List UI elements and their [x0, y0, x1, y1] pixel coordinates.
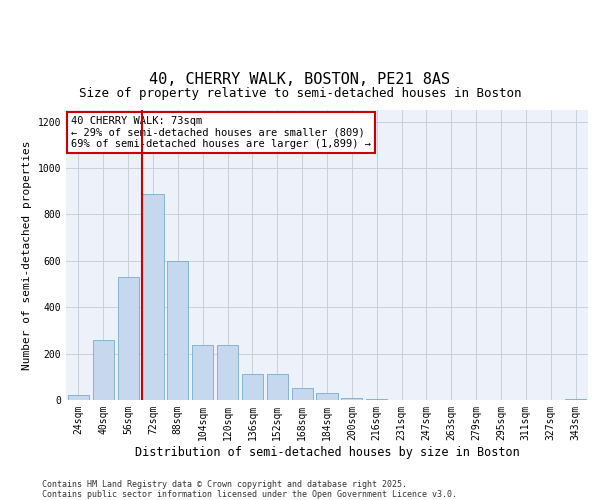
Bar [142, 194, 164, 400]
Y-axis label: Number of semi-detached properties: Number of semi-detached properties [22, 140, 32, 370]
Bar [366, 399, 387, 400]
Bar [167, 261, 188, 400]
Bar [68, 396, 89, 400]
Bar [192, 346, 213, 400]
Text: Contains HM Land Registry data © Crown copyright and database right 2025.
Contai: Contains HM Land Registry data © Crown c… [42, 480, 457, 499]
Bar [292, 388, 313, 400]
X-axis label: Distribution of semi-detached houses by size in Boston: Distribution of semi-detached houses by … [134, 446, 520, 458]
Bar [242, 374, 263, 400]
Bar [118, 277, 139, 400]
Text: 40, CHERRY WALK, BOSTON, PE21 8AS: 40, CHERRY WALK, BOSTON, PE21 8AS [149, 72, 451, 88]
Bar [217, 346, 238, 400]
Text: 40 CHERRY WALK: 73sqm
← 29% of semi-detached houses are smaller (809)
69% of sem: 40 CHERRY WALK: 73sqm ← 29% of semi-deta… [71, 116, 371, 149]
Bar [93, 340, 114, 400]
Bar [341, 398, 362, 400]
Bar [267, 374, 288, 400]
Text: Size of property relative to semi-detached houses in Boston: Size of property relative to semi-detach… [79, 87, 521, 100]
Bar [316, 393, 338, 400]
